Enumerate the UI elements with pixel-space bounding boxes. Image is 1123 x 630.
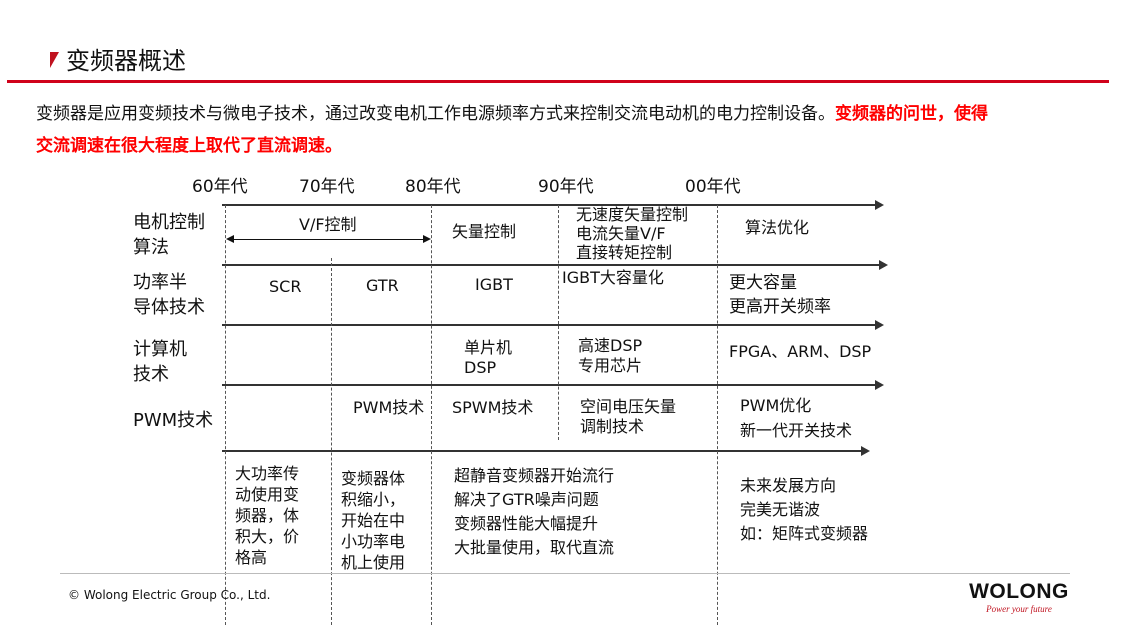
title-rule xyxy=(7,80,1109,83)
computer-00s: FPGA、ARM、DSP xyxy=(729,342,872,361)
row-label-computer: 计算机 技术 xyxy=(133,339,187,385)
motor-90s: 无速度矢量控制 电流矢量V/F 直接转矩控制 xyxy=(576,205,689,262)
era-70: 70年代 xyxy=(299,177,355,197)
timeline-arrow xyxy=(222,200,884,210)
era-divider xyxy=(431,205,432,625)
motor-00s: 算法优化 xyxy=(745,218,810,237)
title-marker-icon xyxy=(50,52,59,68)
vector-control: 矢量控制 xyxy=(452,222,517,241)
power-gtr: GTR xyxy=(366,276,399,295)
wolong-logo: WOLONG Power your future xyxy=(969,580,1069,614)
row-label-power: 功率半 导体技术 xyxy=(133,272,205,318)
timeline-arrow xyxy=(222,320,884,330)
era-60: 60年代 xyxy=(192,177,248,197)
note-60s: 大功率传 动使用变 频器，体 积大，价 格高 xyxy=(235,464,300,567)
copyright: © Wolong Electric Group Co., Ltd. xyxy=(68,588,271,602)
intro-highlight-2: 交流调速在很大程度上取代了直流调速。 xyxy=(36,136,342,156)
era-divider xyxy=(225,205,226,625)
computer-90s: 高速DSP 专用芯片 xyxy=(578,336,643,375)
era-90: 90年代 xyxy=(538,177,594,197)
footer-rule xyxy=(60,573,1070,574)
intro-text: 变频器是应用变频技术与微电子技术，通过改变电机工作电源频率方式来控制交流电动机的… xyxy=(36,104,835,124)
note-80s: 超静音变频器开始流行 解决了GTR噪声问题 变频器性能大幅提升 大批量使用，取代直流 xyxy=(454,466,615,557)
row-label-pwm: PWM技术 xyxy=(133,410,214,431)
computer-80s: 单片机 DSP xyxy=(464,338,513,377)
timeline-arrow xyxy=(222,446,870,456)
timeline-arrow xyxy=(222,380,884,390)
era-80: 80年代 xyxy=(405,177,461,197)
pwm-70s: PWM技术 xyxy=(353,398,425,417)
row-label-motor: 电机控制 算法 xyxy=(133,212,205,258)
pwm-00s: PWM优化 新一代开关技术 xyxy=(740,396,853,440)
pwm-80s: SPWM技术 xyxy=(452,398,534,417)
vf-span-arrow xyxy=(226,235,431,243)
era-00: 00年代 xyxy=(685,177,741,197)
page-title: 变频器概述 xyxy=(66,47,186,75)
pwm-90s: 空间电压矢量 调制技术 xyxy=(580,397,677,436)
note-70s: 变频器体 积缩小， 开始在中 小功率电 机上使用 xyxy=(341,469,406,572)
power-igbt: IGBT xyxy=(475,275,513,294)
timeline-arrow xyxy=(222,260,888,270)
power-90s: IGBT大容量化 xyxy=(562,268,664,287)
era-divider xyxy=(558,205,559,440)
era-divider xyxy=(331,258,332,625)
power-00s: 更大容量 更高开关频率 xyxy=(729,273,831,317)
vf-control: V/F控制 xyxy=(299,215,357,234)
note-00s: 未来发展方向 完美无谐波 如：矩阵式变频器 xyxy=(740,476,869,543)
power-scr: SCR xyxy=(269,277,302,296)
intro-highlight: 变频器的问世，使得 xyxy=(835,104,988,124)
intro-paragraph: 变频器是应用变频技术与微电子技术，通过改变电机工作电源频率方式来控制交流电动机的… xyxy=(36,98,1096,162)
era-divider xyxy=(717,205,718,625)
